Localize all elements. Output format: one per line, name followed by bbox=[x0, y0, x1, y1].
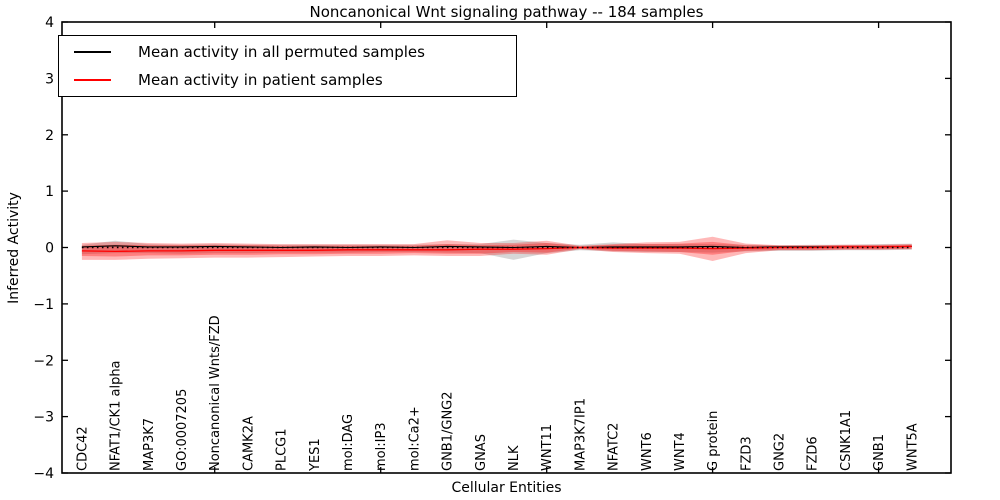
legend-label-permuted: Mean activity in all permuted samples bbox=[138, 43, 425, 62]
x-category-label: NFATC2 bbox=[607, 423, 622, 471]
x-category-label: GNG2 bbox=[773, 433, 788, 471]
y-axis-title: Inferred Activity bbox=[6, 192, 22, 304]
x-category-label: NFAT1/CK1 alpha bbox=[109, 360, 124, 471]
x-category-label: CAMK2A bbox=[241, 416, 256, 471]
x-category-label: MAP3K7IP1 bbox=[573, 398, 588, 471]
y-tick-label: 1 bbox=[45, 184, 54, 200]
x-category-label: mol:IP3 bbox=[374, 422, 389, 471]
legend-label-patient: Mean activity in patient samples bbox=[138, 70, 383, 89]
y-tick-label: −3 bbox=[33, 410, 54, 426]
x-category-label: GO:0007205 bbox=[175, 389, 190, 471]
y-tick-label: −1 bbox=[33, 297, 54, 313]
x-category-label: NLK bbox=[507, 445, 522, 471]
x-category-label: GNB1 bbox=[872, 434, 887, 471]
legend: Mean activity in all permuted samples Me… bbox=[58, 35, 517, 97]
x-category-label: G protein bbox=[706, 411, 721, 471]
x-category-label: MAP3K7 bbox=[142, 418, 157, 471]
y-tick-label: 2 bbox=[45, 128, 54, 144]
y-tick-label: 3 bbox=[45, 71, 54, 87]
legend-item-permuted: Mean activity in all permuted samples bbox=[59, 39, 516, 65]
x-category-label: CDC42 bbox=[75, 426, 90, 471]
x-category-label: WNT11 bbox=[540, 424, 555, 471]
x-category-label: mol:DAG bbox=[341, 414, 356, 471]
y-tick-label: −4 bbox=[33, 466, 54, 482]
x-category-label: GNB1/GNG2 bbox=[441, 391, 456, 471]
y-tick-label: −2 bbox=[33, 353, 54, 369]
x-category-label: FZD6 bbox=[806, 436, 821, 471]
x-category-label: PLCG1 bbox=[275, 428, 290, 471]
chart-title: Noncanonical Wnt signaling pathway -- 18… bbox=[309, 3, 704, 21]
x-category-label: GNAS bbox=[474, 434, 489, 471]
x-category-label: CSNK1A1 bbox=[839, 410, 854, 471]
legend-item-patient: Mean activity in patient samples bbox=[59, 67, 516, 93]
x-category-label: WNT6 bbox=[640, 432, 655, 471]
x-category-label: WNT5A bbox=[905, 423, 920, 471]
x-axis-title: Cellular Entities bbox=[451, 480, 562, 496]
x-category-label: mol:Ca2+ bbox=[407, 406, 422, 471]
legend-line-sample-permuted bbox=[74, 51, 111, 54]
x-category-label: WNT4 bbox=[673, 432, 688, 471]
x-category-label: FZD3 bbox=[739, 436, 754, 471]
x-category-label: Noncanonical Wnts/FZD bbox=[208, 315, 223, 471]
y-tick-label: 4 bbox=[45, 15, 54, 31]
legend-line-sample-patient bbox=[74, 78, 111, 81]
y-tick-label: 0 bbox=[45, 241, 54, 257]
x-category-label: YES1 bbox=[308, 438, 323, 472]
